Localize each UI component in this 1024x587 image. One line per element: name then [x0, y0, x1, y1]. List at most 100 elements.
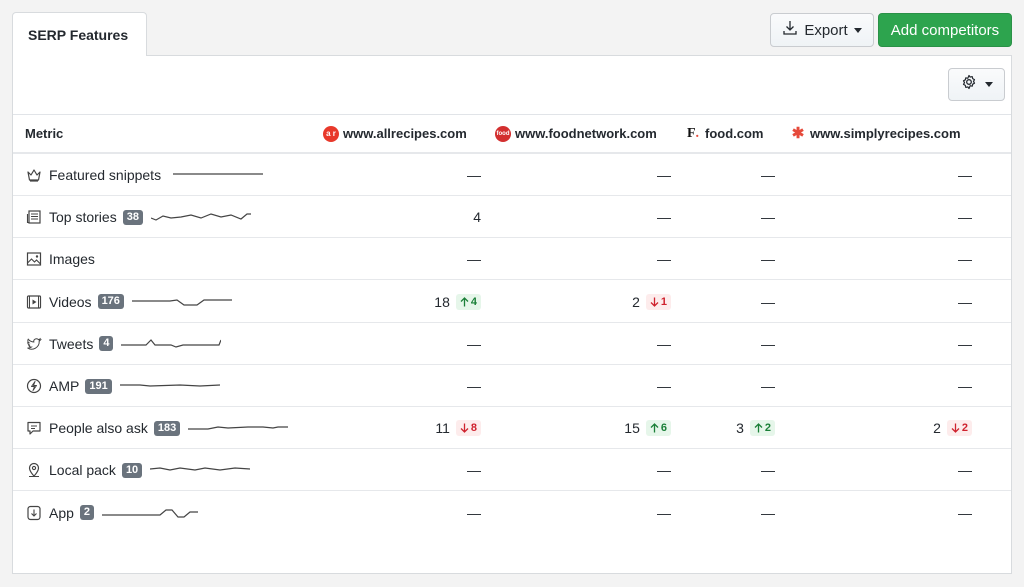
table-row: People also ask 183 11 8 15 6 3 2 2 2 [13, 407, 1011, 450]
lightning-icon [25, 377, 43, 395]
metric-label: App [49, 504, 74, 521]
metric-cell: Local pack 10 [25, 449, 251, 491]
map-pin-icon [25, 461, 43, 479]
sparkline [173, 167, 273, 183]
allrecipes-logo-icon: a r [323, 126, 339, 142]
download-icon [782, 20, 798, 40]
value-text: — [761, 378, 775, 394]
count-badge: 10 [121, 462, 143, 478]
delta-down-badge: 1 [645, 293, 671, 310]
value-cell: 4 [473, 196, 481, 238]
chevron-down-icon [984, 82, 993, 87]
value-cell: — [761, 365, 775, 407]
count-badge: 38 [122, 209, 143, 225]
value-cell: — [958, 281, 972, 323]
table-row: Local pack 10 — — — — [13, 449, 1011, 492]
value-text: — [657, 335, 671, 352]
video-icon [25, 293, 43, 311]
value-cell: — [761, 154, 775, 196]
sparkline [121, 336, 223, 352]
value-text: — [958, 293, 972, 310]
site-name: www.allrecipes.com [343, 126, 467, 141]
value-text: 2 [632, 293, 640, 310]
value-text: — [657, 462, 671, 479]
image-icon [25, 250, 43, 268]
chevron-down-icon [853, 27, 862, 33]
table-row: Tweets 4 — — — — [13, 323, 1011, 365]
value-cell: — [657, 196, 671, 238]
value-text: — [761, 251, 775, 268]
value-text: — [467, 251, 481, 268]
metric-cell: Tweets 4 [25, 323, 223, 365]
value-text: — [761, 293, 775, 310]
value-cell: — [657, 449, 671, 491]
value-cell: — [657, 323, 671, 365]
value-text: — [958, 462, 972, 479]
value-text: 11 [435, 420, 450, 437]
gear-icon [961, 74, 977, 95]
value-cell: — [657, 365, 671, 407]
metric-label: Top stories [49, 209, 117, 226]
sparkline [119, 378, 220, 394]
sparkline [131, 294, 232, 310]
value-text: 3 [736, 420, 744, 437]
value-cell: — [657, 154, 671, 196]
column-header-food-com[interactable]: F. food.com [685, 115, 764, 153]
sparkline [150, 209, 251, 225]
value-text: — [657, 504, 671, 521]
metric-label: Local pack [49, 462, 116, 479]
count-badge: 176 [97, 294, 124, 310]
value-text: — [958, 504, 972, 521]
export-label: Export [804, 21, 848, 39]
value-text: — [958, 209, 972, 226]
metric-label: Images [49, 251, 95, 268]
table-row: Featured snippets — — — — [13, 154, 1011, 196]
value-text: — [761, 167, 775, 183]
serp-features-panel: Metric a r www.allrecipes.com food www.f… [12, 55, 1012, 574]
value-cell: — [958, 492, 972, 534]
value-text: — [467, 167, 481, 183]
question-chat-icon [25, 419, 43, 437]
value-cell: — [761, 196, 775, 238]
export-button[interactable]: Export [770, 13, 874, 47]
value-cell: — [958, 449, 972, 491]
delta-up-badge: 2 [749, 420, 775, 437]
value-text: — [958, 378, 972, 394]
delta-down-badge: 8 [455, 420, 481, 437]
value-cell: — [467, 449, 481, 491]
twitter-icon [25, 335, 43, 353]
table-row: App 2 — — — — [13, 492, 1011, 534]
value-cell: — [761, 492, 775, 534]
value-cell: — [467, 154, 481, 196]
foodnetwork-logo-icon: food [495, 126, 511, 142]
simplyrecipes-logo-icon: ✱ [790, 125, 806, 142]
value-cell: — [657, 492, 671, 534]
sparkline [150, 462, 251, 478]
value-cell: 15 6 [624, 407, 671, 449]
count-badge: 183 [153, 420, 181, 436]
column-header-allrecipes[interactable]: a r www.allrecipes.com [323, 115, 467, 153]
tab-serp-features[interactable]: SERP Features [12, 12, 147, 56]
value-cell: — [467, 323, 481, 365]
value-text: — [657, 378, 671, 394]
value-cell: — [467, 492, 481, 534]
add-competitors-button[interactable]: Add competitors [878, 13, 1012, 47]
value-text: — [761, 504, 775, 521]
value-text: — [467, 378, 481, 394]
column-header-foodnetwork[interactable]: food www.foodnetwork.com [495, 115, 657, 153]
settings-button[interactable] [948, 68, 1005, 101]
column-header-simplyrecipes[interactable]: ✱ www.simplyrecipes.com [790, 115, 961, 153]
value-cell: — [958, 238, 972, 280]
value-cell: — [467, 238, 481, 280]
value-text: — [958, 335, 972, 352]
value-cell: — [467, 365, 481, 407]
value-text: — [761, 209, 775, 226]
metric-cell: Videos 176 [25, 281, 232, 323]
value-cell: — [958, 196, 972, 238]
site-name: food.com [705, 126, 764, 141]
site-name: www.foodnetwork.com [515, 126, 657, 141]
count-badge: 4 [99, 336, 114, 352]
count-badge: 191 [85, 378, 112, 394]
